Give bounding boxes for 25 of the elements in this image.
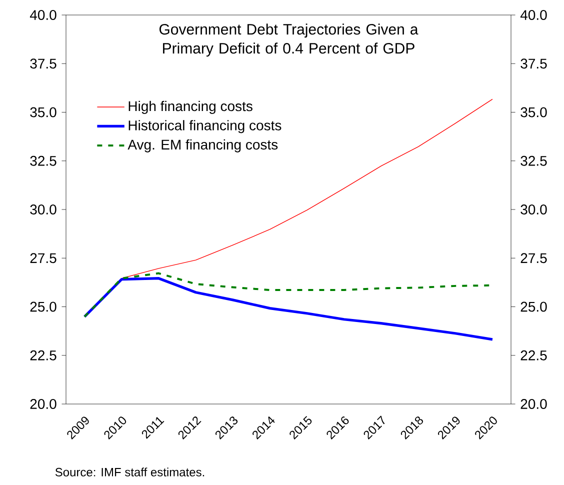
y-tick-label: 25.0 — [520, 302, 547, 312]
y2-tick-label: 37.5 — [30, 58, 56, 69]
y2-tick-label: 27.5 — [30, 253, 56, 264]
source-note: Source: IMF staff estimates. — [55, 468, 204, 476]
text: Government Debt Trajectories Given a Primary Deficit of 0.4 Percent of GDP — [159, 24, 418, 57]
y-tick-label: 37.5 — [520, 58, 547, 69]
y2-tick-label: 20.0 — [30, 399, 56, 409]
y-tick-label: 32.5 — [520, 156, 547, 166]
line-series — [83, 277, 494, 341]
y2-tick-label: 40.0 — [30, 10, 56, 20]
y-tick-label: 20.0 — [520, 399, 547, 409]
y2-tick-label: 32.5 — [30, 156, 56, 166]
y-tick-label: 30.0 — [520, 204, 547, 214]
y-tick-label: 27.5 — [520, 253, 547, 264]
y-tick-label: 40.0 — [520, 10, 547, 20]
legend-label: Avg. EM financing costs — [128, 139, 278, 152]
y-tick-label: 35.0 — [520, 107, 547, 118]
y2-tick-label: 22.5 — [30, 350, 56, 360]
y-tick-label: 22.5 — [520, 350, 547, 360]
legend-label: High financing costs — [128, 100, 252, 114]
y2-tick-label: 30.0 — [30, 204, 56, 214]
y2-tick-label: 35.0 — [30, 107, 56, 118]
line-series — [121, 98, 493, 279]
y2-tick-label: 25.0 — [30, 302, 56, 312]
legend-label: Historical financing costs — [128, 120, 282, 134]
